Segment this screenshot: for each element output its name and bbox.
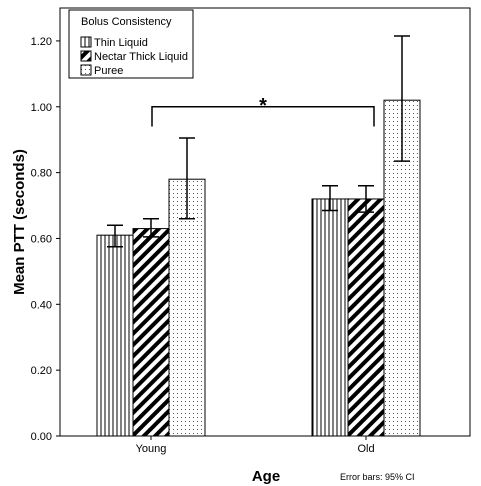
y-tick-label: 0.40	[31, 299, 52, 311]
x-axis-title: Age	[252, 468, 280, 485]
legend-items: Thin Liquid Nectar Thick Liquid Puree	[80, 36, 188, 77]
error-bar-young-nectar-thick-liquid	[143, 217, 159, 238]
error-bar-young-puree	[179, 137, 195, 220]
significance-annotation: *	[259, 95, 267, 117]
y-tick-label: 1.00	[31, 102, 52, 114]
y-axis: 0.00 0.20 0.40 0.60 0.80 1.00 1.20	[31, 36, 60, 443]
legend-label: Puree	[94, 65, 123, 77]
bars-group	[96, 99, 421, 437]
legend-swatch	[80, 36, 92, 48]
legend-label: Thin Liquid	[94, 37, 148, 49]
error-bar-young-thin-liquid	[107, 224, 123, 248]
y-tick-label: 0.80	[31, 168, 52, 180]
bar-young-nectar-thick-liquid	[132, 228, 170, 437]
significance-bracket	[151, 106, 375, 127]
footnote-error-bars: Error bars: 95% CI	[340, 472, 415, 482]
x-tick-label-young: Young	[136, 443, 167, 455]
error-bar-old-puree	[394, 35, 410, 162]
legend: Bolus Consistency Thin Liquid Nectar Thic…	[68, 9, 194, 79]
error-bar-old-nectar-thick-liquid	[358, 185, 374, 213]
legend-swatch	[80, 50, 92, 62]
bar-old-nectar-thick-liquid	[347, 198, 385, 437]
bar-old-thin-liquid	[311, 198, 349, 437]
y-tick-label: 1.20	[31, 36, 52, 48]
x-tick-label-old: Old	[357, 443, 374, 455]
y-tick-label: 0.60	[31, 233, 52, 245]
x-axis: Young Old	[136, 436, 375, 455]
legend-label: Nectar Thick Liquid	[94, 51, 188, 63]
y-tick-label: 0.20	[31, 365, 52, 377]
legend-title: Bolus Consistency	[81, 16, 172, 28]
plot-area	[59, 7, 471, 437]
legend-swatch	[80, 64, 92, 76]
errorbars-group	[107, 35, 410, 248]
y-axis-title: Mean PTT (seconds)	[11, 149, 28, 295]
y-tick-label: 0.00	[31, 431, 52, 443]
bar-young-thin-liquid	[96, 234, 134, 437]
error-bar-old-thin-liquid	[322, 185, 338, 212]
